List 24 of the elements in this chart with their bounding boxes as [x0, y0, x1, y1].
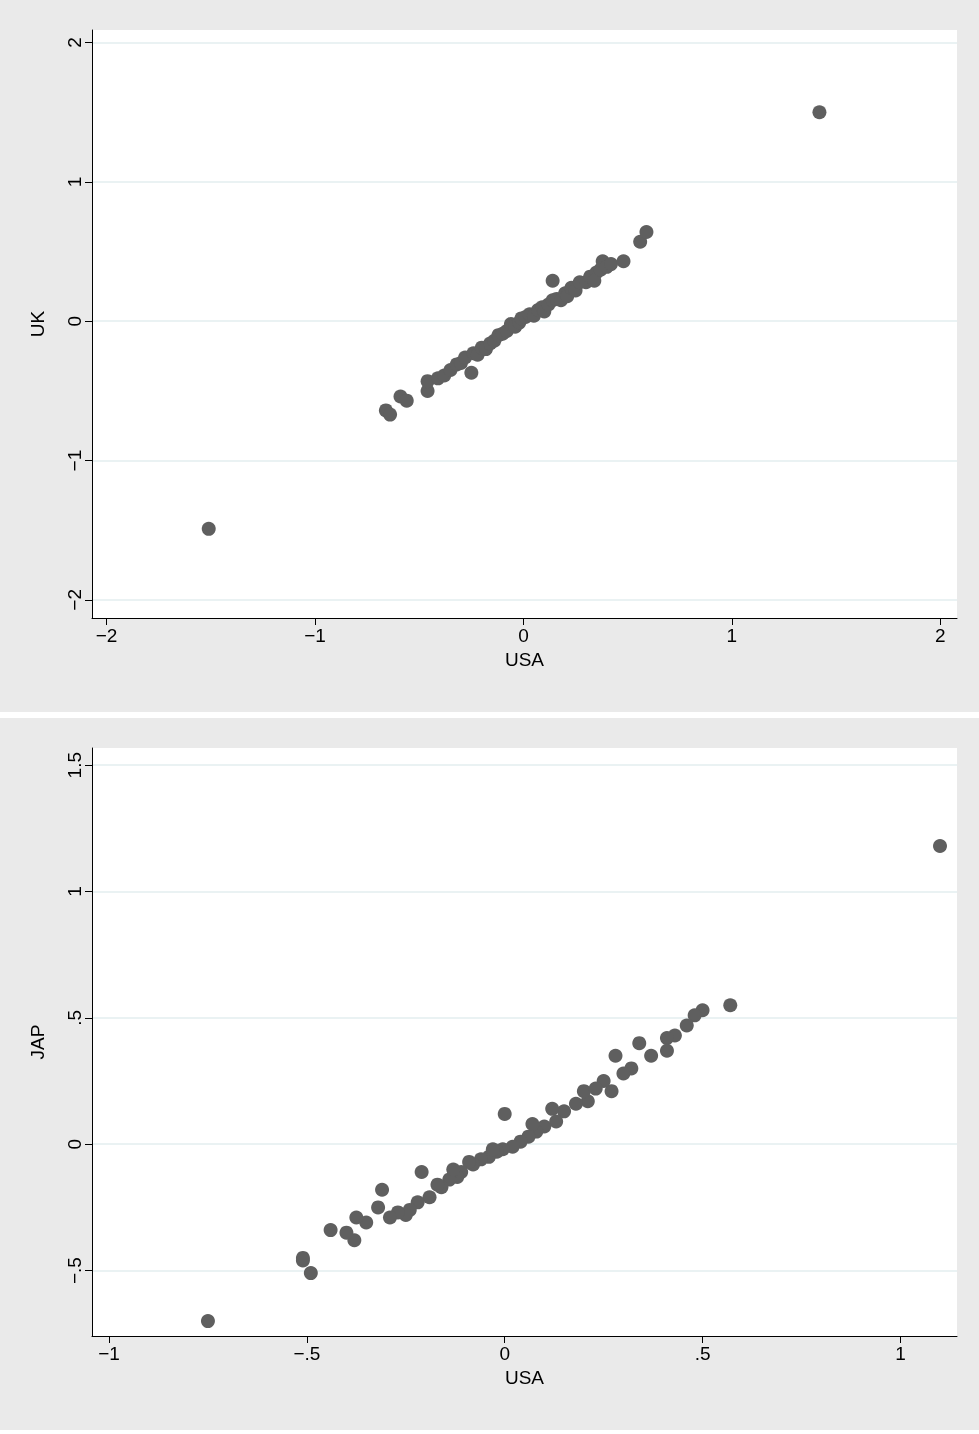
x-tick-label: −2	[95, 625, 118, 646]
y-tick-label: −2	[64, 589, 85, 611]
x-tick-label: 1	[726, 625, 738, 646]
y-tick-label: 1.5	[64, 751, 85, 779]
x-tick-label: −.5	[293, 1343, 321, 1364]
y-tick-label: 2	[64, 37, 85, 48]
x-tick-label: 0	[518, 625, 529, 646]
x-tick-label: 2	[935, 625, 946, 646]
y-axis-title: JAP	[27, 1024, 48, 1060]
y-tick-label: 1	[64, 886, 85, 897]
y-tick-label: .5	[64, 1009, 85, 1026]
y-axis-title: UK	[27, 310, 48, 338]
y-tick-label: 0	[64, 315, 85, 327]
x-tick-label: 0	[499, 1343, 510, 1364]
x-axis-title: USA	[504, 1366, 545, 1388]
x-axis-title: USA	[504, 648, 545, 670]
x-tick-label: −1	[304, 625, 326, 646]
y-tick-label: −.5	[64, 1257, 85, 1285]
x-tick-label: −1	[98, 1343, 120, 1364]
x-tick-label: 1	[895, 1343, 906, 1364]
y-tick-label: 0	[64, 1138, 85, 1150]
y-tick-label: −1	[64, 449, 85, 472]
y-tick-label: 1	[64, 176, 85, 188]
x-tick-label: .5	[694, 1343, 711, 1364]
